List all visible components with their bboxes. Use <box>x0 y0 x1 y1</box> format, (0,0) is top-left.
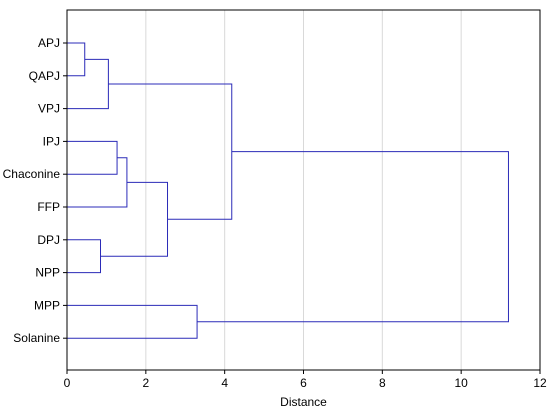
x-axis-label: Distance <box>280 395 327 409</box>
leaf-label: NPP <box>35 266 60 280</box>
leaf-label: QAPJ <box>29 69 60 83</box>
dendrogram-link <box>67 157 128 208</box>
leaf-label: MPP <box>34 298 60 312</box>
dendrogram-link <box>67 304 198 339</box>
dendrogram-link <box>67 42 86 77</box>
x-tick-label: 10 <box>454 376 468 390</box>
leaf-label: APJ <box>38 36 60 50</box>
x-tick-label: 8 <box>379 376 386 390</box>
leaf-label: IPJ <box>43 134 60 148</box>
dendrogram-link <box>67 239 102 274</box>
x-tick-label: 6 <box>300 376 307 390</box>
dendrogram-link <box>197 151 509 323</box>
x-tick-label: 2 <box>142 376 149 390</box>
leaf-label: Chaconine <box>3 167 61 181</box>
leaf-labels: APJ QAPJ VPJ IPJ Chaconine FFP DPJ NPP MPP Solani… <box>3 36 67 345</box>
x-tick-label: 12 <box>533 376 547 390</box>
x-axis-ticks: 0 2 4 6 8 10 12 <box>64 370 547 390</box>
leaf-label: FFP <box>37 200 60 214</box>
grid-lines <box>145 10 462 370</box>
x-tick-label: 0 <box>64 376 71 390</box>
dendrogram-links <box>67 42 509 339</box>
leaf-label: VPJ <box>38 102 60 116</box>
leaf-label: Solanine <box>13 331 60 345</box>
x-tick-label: 4 <box>221 376 228 390</box>
dendrogram-link <box>100 181 169 257</box>
dendrogram-link <box>67 140 118 175</box>
leaf-label: DPJ <box>37 233 60 247</box>
dendrogram-link <box>67 58 109 110</box>
